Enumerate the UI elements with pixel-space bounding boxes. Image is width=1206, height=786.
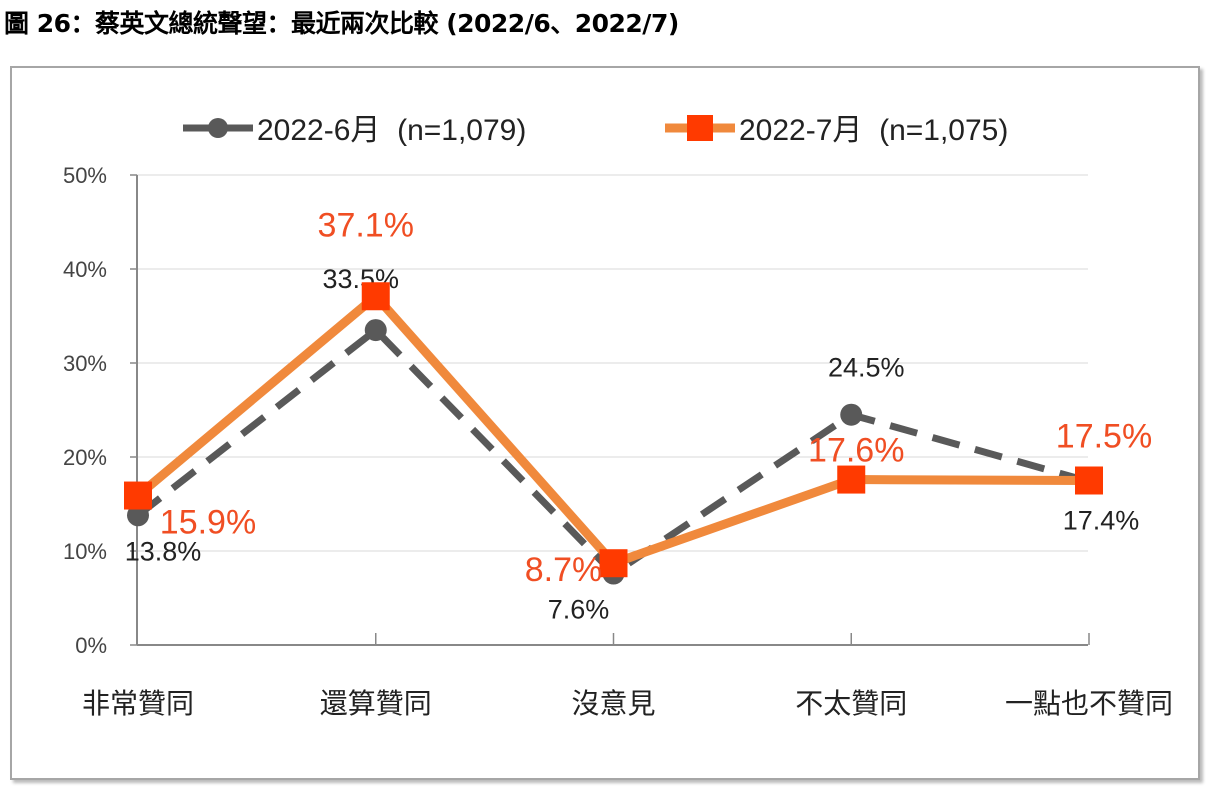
x-tick-label: 還算贊同	[320, 688, 432, 719]
y-tick-label: 10%	[63, 539, 107, 564]
data-point	[364, 319, 387, 342]
data-point	[124, 481, 152, 510]
data-point	[599, 549, 628, 578]
y-tick-label: 20%	[63, 445, 107, 470]
series-line	[135, 291, 1090, 568]
data-label: 17.5%	[1056, 418, 1152, 456]
figure-title: 圖 26：蔡英文總統聲望：最近兩次比較 (2022/6、2022/7)	[4, 9, 679, 38]
data-label: 15.9%	[160, 504, 256, 542]
data-label: 13.8%	[125, 536, 202, 566]
legend-label: 2022-7月 (n=1,075)	[739, 114, 1008, 147]
y-tick-label: 40%	[63, 257, 107, 282]
data-label: 37.1%	[318, 206, 414, 244]
data-label: 17.6%	[808, 432, 904, 470]
data-point	[1075, 466, 1103, 495]
series-line	[135, 326, 1090, 578]
data-label: 24.5%	[828, 353, 905, 383]
y-tick-label: 50%	[63, 163, 107, 188]
chart-frame	[10, 66, 1200, 780]
data-point	[361, 282, 390, 311]
x-tick-label: 不太贊同	[795, 688, 907, 719]
legend-marker	[687, 115, 713, 141]
data-point	[840, 403, 863, 426]
data-point	[127, 504, 149, 527]
x-tick-label: 一點也不贊同	[1005, 688, 1173, 719]
legend-label: 2022-6月 (n=1,079)	[257, 114, 526, 147]
legend-marker	[208, 118, 228, 138]
data-label: 17.4%	[1063, 505, 1140, 535]
x-tick-label: 非常贊同	[82, 688, 194, 719]
x-tick-label: 沒意見	[571, 688, 655, 719]
data-label: 8.7%	[525, 551, 603, 589]
y-tick-label: 0%	[75, 633, 107, 658]
data-label: 7.6%	[548, 595, 610, 625]
y-tick-label: 30%	[63, 351, 107, 376]
data-point	[837, 465, 866, 494]
